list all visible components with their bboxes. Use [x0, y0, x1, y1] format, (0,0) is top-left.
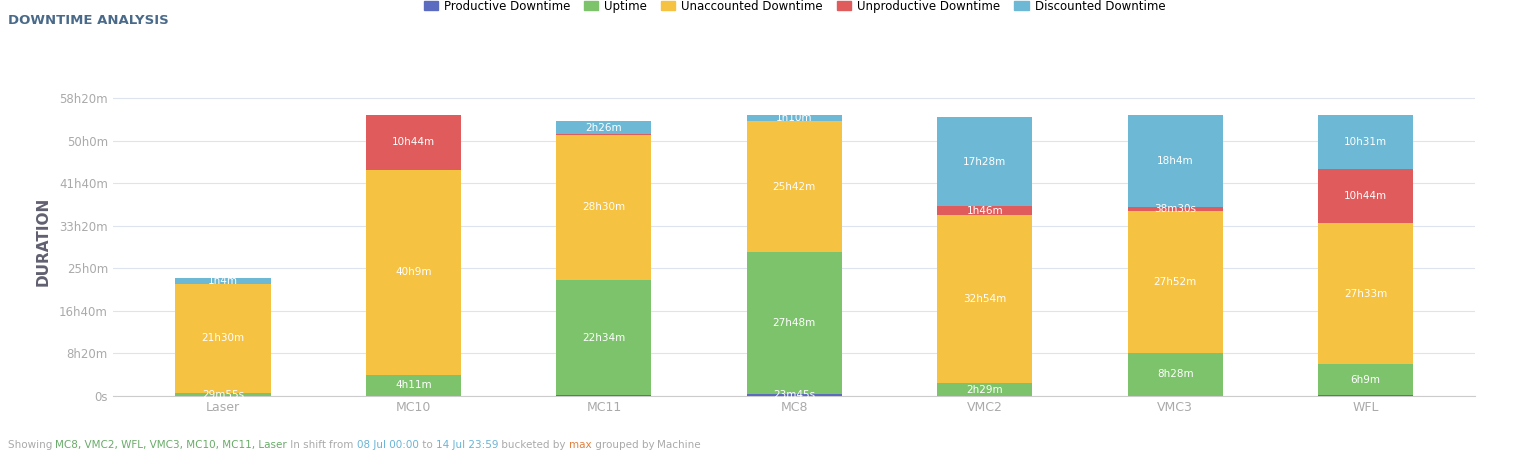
- Bar: [937, 207, 1032, 215]
- Text: 1h46m: 1h46m: [967, 206, 1003, 216]
- Bar: [1318, 395, 1413, 396]
- Text: 38m30s: 38m30s: [1154, 204, 1197, 214]
- Text: bucketed by: bucketed by: [498, 440, 569, 450]
- Bar: [1318, 115, 1413, 169]
- Bar: [176, 278, 271, 283]
- Bar: [557, 280, 652, 395]
- Text: 23m45s: 23m45s: [773, 390, 816, 400]
- Text: 27h48m: 27h48m: [773, 318, 816, 328]
- Text: Machine: Machine: [658, 440, 701, 450]
- Bar: [557, 121, 652, 134]
- Text: 21h30m: 21h30m: [201, 334, 245, 344]
- Bar: [1127, 211, 1223, 353]
- Bar: [937, 117, 1032, 207]
- Bar: [1127, 207, 1223, 211]
- Text: 27h52m: 27h52m: [1153, 277, 1197, 287]
- Text: 1h4m: 1h4m: [207, 276, 238, 286]
- Text: 10h31m: 10h31m: [1344, 137, 1387, 147]
- Bar: [557, 395, 652, 396]
- Y-axis label: DURATION: DURATION: [36, 197, 51, 286]
- Text: 29m55s: 29m55s: [201, 389, 244, 399]
- Text: In shift: In shift: [287, 440, 330, 450]
- Text: 22h34m: 22h34m: [583, 333, 625, 343]
- Bar: [366, 115, 461, 170]
- Text: 1h10m: 1h10m: [776, 113, 812, 123]
- Text: 4h11m: 4h11m: [395, 380, 431, 390]
- Bar: [1127, 353, 1223, 396]
- Text: 14 Jul 23:59: 14 Jul 23:59: [436, 440, 498, 450]
- Bar: [366, 170, 461, 374]
- Text: max: max: [569, 440, 592, 450]
- Bar: [747, 252, 841, 394]
- Bar: [937, 383, 1032, 396]
- Text: 10h44m: 10h44m: [1344, 191, 1387, 201]
- Text: 27h33m: 27h33m: [1344, 288, 1387, 298]
- Bar: [1127, 115, 1223, 207]
- Text: to: to: [419, 440, 436, 450]
- Text: 10h44m: 10h44m: [392, 137, 436, 147]
- Text: 17h28m: 17h28m: [964, 157, 1006, 167]
- Bar: [747, 121, 841, 252]
- Bar: [1318, 169, 1413, 223]
- Text: 25h42m: 25h42m: [773, 182, 816, 192]
- Text: 28h30m: 28h30m: [583, 202, 625, 212]
- Text: 8h28m: 8h28m: [1157, 369, 1194, 379]
- Bar: [1318, 364, 1413, 395]
- Text: 2h26m: 2h26m: [586, 122, 622, 132]
- Text: from: from: [330, 440, 357, 450]
- Bar: [557, 135, 652, 280]
- Bar: [747, 394, 841, 396]
- Text: 18h4m: 18h4m: [1157, 156, 1194, 166]
- Bar: [1318, 223, 1413, 364]
- Legend: Productive Downtime, Uptime, Unaccounted Downtime, Unproductive Downtime, Discou: Productive Downtime, Uptime, Unaccounted…: [424, 0, 1165, 13]
- Text: MC8, VMC2, WFL, VMC3, MC10, MC11, Laser: MC8, VMC2, WFL, VMC3, MC10, MC11, Laser: [54, 440, 287, 450]
- Bar: [366, 374, 461, 396]
- Bar: [557, 134, 652, 135]
- Text: 08 Jul 00:00: 08 Jul 00:00: [357, 440, 419, 450]
- Bar: [937, 215, 1032, 383]
- Bar: [747, 115, 841, 121]
- Bar: [176, 393, 271, 396]
- Text: grouped by: grouped by: [592, 440, 658, 450]
- Text: 2h29m: 2h29m: [967, 384, 1003, 394]
- Text: 32h54m: 32h54m: [964, 294, 1006, 304]
- Text: 40h9m: 40h9m: [395, 267, 431, 277]
- Text: 6h9m: 6h9m: [1351, 374, 1381, 384]
- Bar: [176, 283, 271, 393]
- Text: DOWNTIME ANALYSIS: DOWNTIME ANALYSIS: [8, 14, 168, 27]
- Text: Showing: Showing: [8, 440, 54, 450]
